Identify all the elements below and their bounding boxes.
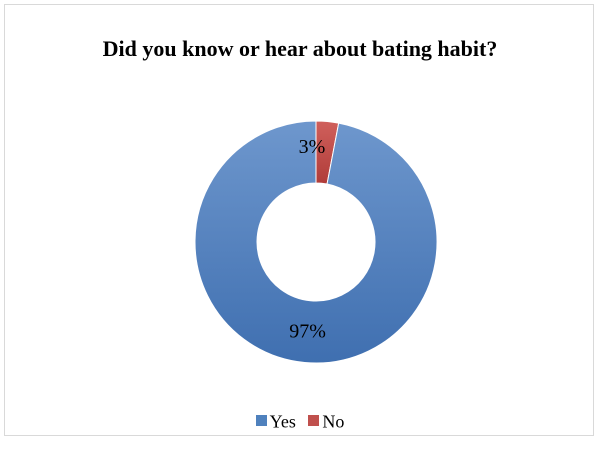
legend-label-yes: Yes <box>269 411 296 432</box>
legend-swatch-no <box>308 415 320 427</box>
legend-item-no: No <box>308 410 344 432</box>
chart-title: Did you know or hear about bating habit? <box>102 36 498 61</box>
legend-item-yes: Yes <box>255 410 296 432</box>
chart-legend: Yes No <box>5 409 595 432</box>
slice-yes <box>194 120 438 364</box>
chart-container: Did you know or hear about bating habit?… <box>4 4 594 436</box>
data-label-yes: 97% <box>289 321 326 343</box>
data-label-no: 3% <box>299 136 326 158</box>
legend-swatch-yes <box>255 415 267 427</box>
donut-chart: 3% 97% <box>194 120 438 364</box>
legend-label-no: No <box>322 411 345 432</box>
